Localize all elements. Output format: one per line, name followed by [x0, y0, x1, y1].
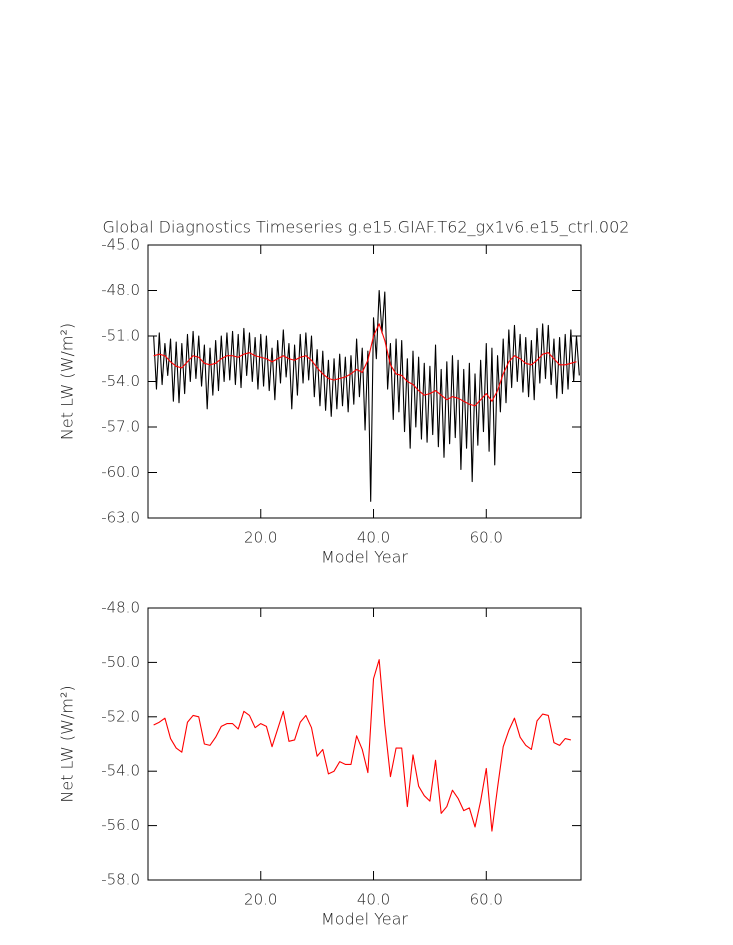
y-tick-label: -54.0	[101, 762, 140, 780]
y-tick-label: -56.0	[101, 816, 140, 834]
y-tick-label: -45.0	[101, 236, 140, 254]
data-line	[153, 659, 571, 832]
y-tick-label: -60.0	[101, 463, 140, 481]
x-tick-label: 60.0	[470, 529, 503, 547]
y-tick-label: -51.0	[101, 327, 140, 345]
y-tick-label: -63.0	[101, 509, 140, 527]
plot-frame	[147, 244, 582, 519]
x-tick-label: 20.0	[244, 891, 277, 909]
y-axis-label: Net LW (W/m²)	[58, 323, 77, 440]
y-tick-label: -52.0	[101, 707, 140, 725]
y-axis-label: Net LW (W/m²)	[58, 685, 77, 802]
data-line	[153, 289, 580, 502]
x-axis-label: Model Year	[321, 910, 408, 929]
y-tick-label: -57.0	[101, 418, 140, 436]
x-tick-label: 20.0	[244, 529, 277, 547]
plot-frame	[147, 607, 582, 881]
y-tick-label: -48.0	[101, 281, 140, 299]
x-axis-label: Model Year	[321, 548, 408, 567]
y-tick-label: -58.0	[101, 871, 140, 889]
x-tick-label: 40.0	[357, 529, 390, 547]
x-tick-label: 60.0	[470, 891, 503, 909]
y-tick-label: -54.0	[101, 372, 140, 390]
y-tick-label: -50.0	[101, 653, 140, 671]
data-line	[153, 323, 577, 407]
x-tick-label: 40.0	[357, 891, 390, 909]
y-tick-label: -48.0	[101, 599, 140, 617]
chart-title: Global Diagnostics Timeseries g.e15.GIAF…	[103, 218, 630, 237]
